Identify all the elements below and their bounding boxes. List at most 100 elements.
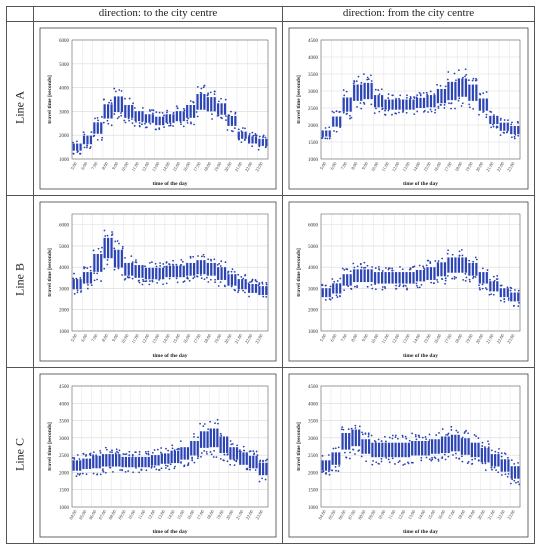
data-point [255, 134, 258, 137]
data-point [259, 459, 262, 462]
data-point [492, 123, 494, 126]
data-point [461, 254, 464, 257]
data-point [517, 305, 520, 308]
data-point [340, 428, 343, 431]
data-point [446, 252, 449, 255]
data-point [244, 291, 246, 294]
data-point [484, 462, 487, 465]
x-tick-label: 6:00 [80, 160, 89, 170]
data-point [366, 78, 369, 81]
data-point [517, 121, 520, 124]
data-point [132, 102, 134, 105]
data-point [367, 433, 370, 436]
data-point [387, 268, 390, 271]
data-point [196, 85, 199, 88]
data-point [335, 294, 338, 297]
data-point [380, 440, 383, 442]
data-point [213, 258, 216, 261]
x-tick-label: 12:00 [391, 160, 401, 172]
data-point [160, 451, 162, 454]
data-point [463, 432, 466, 435]
data-point [216, 418, 219, 421]
data-point [391, 437, 394, 440]
data-point [352, 82, 355, 85]
data-point [131, 118, 133, 120]
data-point [331, 469, 333, 472]
x-tick-label: 5:00 [70, 160, 79, 170]
data-point [110, 124, 113, 127]
data-point [135, 261, 138, 264]
data-point [422, 267, 425, 269]
chart-frame [288, 201, 529, 362]
data-point [465, 73, 468, 76]
data-point [425, 438, 428, 440]
data-point [264, 146, 267, 149]
data-point [427, 111, 429, 113]
data-point [175, 277, 178, 280]
data-point [514, 133, 517, 136]
x-tick-label: 7:00 [340, 160, 349, 170]
data-point [468, 259, 471, 262]
data-point [141, 123, 143, 126]
data-point [79, 472, 82, 475]
data-point [418, 286, 421, 289]
y-tick-label: 1000 [59, 330, 70, 335]
x-tick-label: 21:00 [234, 160, 244, 172]
cell-b-to: 1000 2000 3000 4000 5000 6000 5:00 6:00 7:00 8:00… [33, 195, 283, 368]
x-tick-label: 18:00 [203, 332, 213, 344]
data-point [116, 240, 119, 242]
data-point [158, 111, 161, 114]
data-point [163, 266, 165, 268]
data-point [124, 97, 126, 100]
data-point [504, 453, 507, 455]
data-point [468, 278, 471, 281]
y-tick-label: 1500 [308, 489, 319, 494]
data-point [474, 276, 477, 278]
data-point [124, 121, 127, 124]
data-point [172, 263, 175, 266]
data-point [517, 289, 520, 292]
x-tick-label: 05:00 [78, 508, 88, 520]
data-point [420, 284, 423, 286]
data-point [354, 285, 356, 288]
y-tick-label: 3000 [308, 90, 319, 95]
x-axis-label: time of the day [153, 353, 188, 359]
data-point [102, 98, 105, 101]
data-point [481, 462, 484, 465]
data-point [464, 75, 466, 78]
data-point [159, 262, 161, 264]
data-point [155, 265, 158, 268]
data-point [223, 459, 225, 462]
x-tick-label: 07:00 [347, 508, 357, 520]
x-tick-label: 6:00 [80, 332, 89, 342]
data-point [166, 109, 169, 112]
plot-area [71, 39, 269, 160]
data-point [183, 280, 186, 283]
data-point [334, 447, 337, 450]
data-point [145, 452, 148, 455]
x-tick-label: 22:00 [496, 160, 506, 172]
data-point [220, 434, 223, 437]
data-point [105, 448, 108, 451]
data-point [254, 134, 257, 137]
data-point [196, 457, 199, 460]
cell-a-to: 1000 2000 3000 4000 5000 6000 5:00 6:00 7:00 8:00… [33, 21, 283, 196]
data-point [100, 280, 102, 282]
data-point [429, 262, 432, 265]
data-point [164, 464, 167, 467]
data-point [479, 93, 482, 96]
data-point [220, 116, 222, 119]
data-point [328, 137, 331, 140]
data-point [321, 135, 324, 138]
data-point [391, 434, 394, 437]
data-point [359, 102, 362, 104]
x-tick-label: 20:00 [477, 508, 487, 520]
data-point [243, 138, 246, 141]
x-tick-label: 05:00 [327, 508, 337, 520]
data-point [219, 432, 222, 435]
y-axis-label: travel time [seconds] [296, 422, 302, 471]
data-point [108, 101, 110, 104]
data-point [73, 272, 75, 275]
data-point [437, 107, 440, 109]
data-point [446, 78, 449, 81]
